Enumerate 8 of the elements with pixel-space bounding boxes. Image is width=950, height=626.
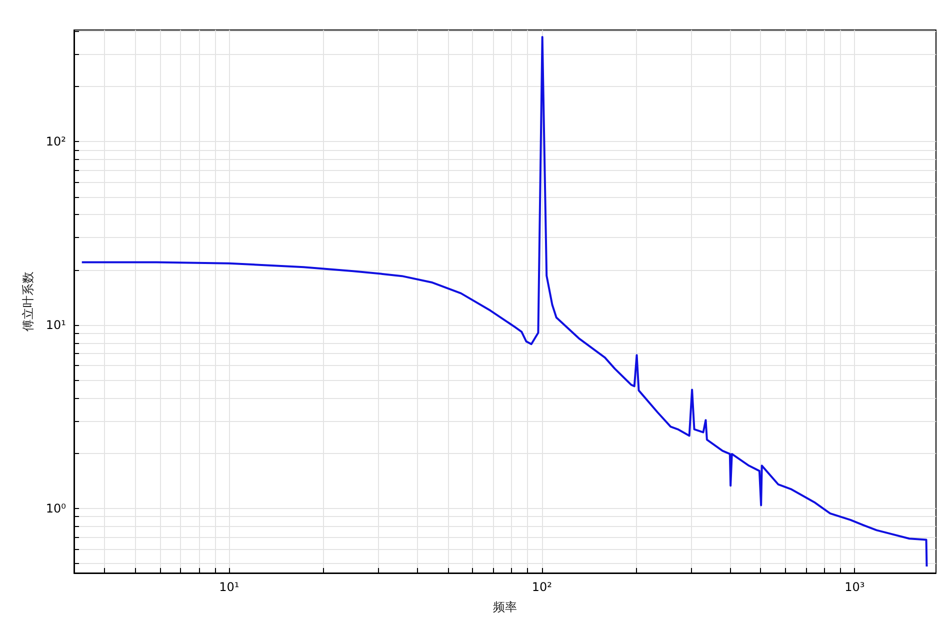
x-tick-label: 10² bbox=[532, 580, 552, 594]
y-tick-label: 10⁰ bbox=[46, 501, 66, 516]
y-tick-label: 10² bbox=[46, 134, 66, 149]
x-axis-title: 频率 bbox=[493, 600, 517, 614]
x-tick-label: 10³ bbox=[844, 580, 865, 594]
y-tick-label: 10¹ bbox=[46, 318, 66, 332]
y-axis-title: 傅立叶系数 bbox=[21, 272, 35, 332]
x-tick-label: 10¹ bbox=[219, 580, 240, 594]
